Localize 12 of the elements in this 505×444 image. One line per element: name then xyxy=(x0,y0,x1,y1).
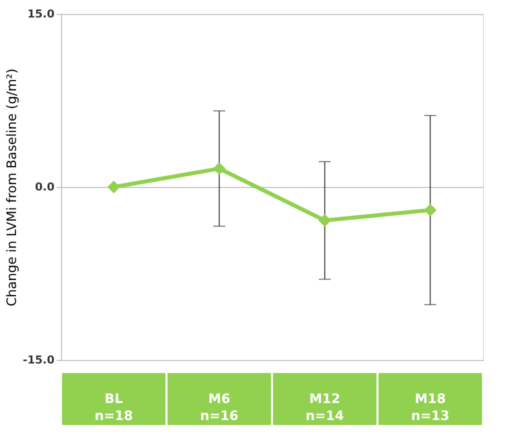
x-tick-label: BL n=18 xyxy=(94,392,133,424)
point xyxy=(318,214,332,227)
x-tick-label: M18 n=13 xyxy=(411,392,450,424)
y-tick-label: -15.0 xyxy=(22,354,55,366)
y-tick-label: 15.0 xyxy=(27,8,55,20)
x-tick-label: M6 n=16 xyxy=(200,392,238,424)
point xyxy=(212,162,226,175)
x-tick-label: M12 n=14 xyxy=(306,392,344,424)
point xyxy=(107,180,120,194)
y-tick-label: 0.0 xyxy=(35,180,55,194)
point xyxy=(424,204,437,216)
y-axis-title: Change in LVMi from Baseline (g/m²) xyxy=(4,68,20,306)
